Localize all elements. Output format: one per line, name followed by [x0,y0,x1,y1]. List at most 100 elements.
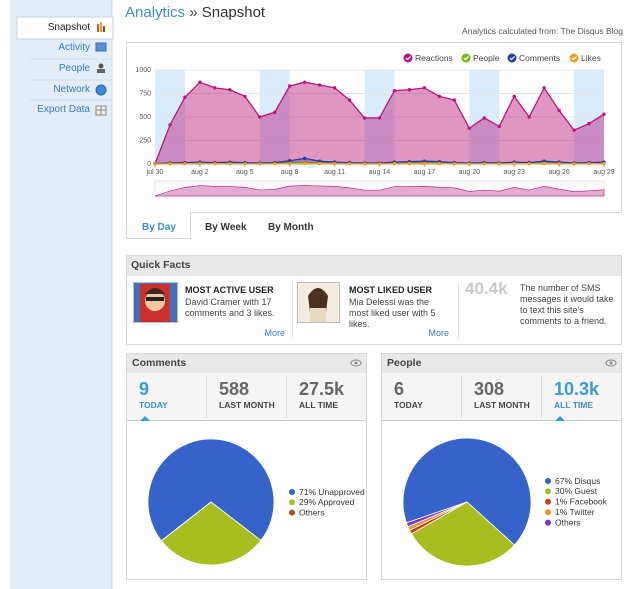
series-point [527,115,531,119]
stat-label[interactable]: LAST MONTH [474,400,530,410]
pie-slice [147,438,275,542]
stat-value: 588 [219,379,250,399]
avatar [133,282,178,323]
source-note: Analytics calculated from: The Disqus Bl… [462,26,623,36]
x-tick-label: jul 30 [146,169,164,176]
series-point [482,116,486,120]
tab[interactable]: By Day [142,222,176,233]
tab[interactable]: By Week [205,222,247,233]
y-tick-label: 0 [147,161,151,168]
series-point [542,161,546,166]
sidebar-icons [95,22,107,116]
stat-label[interactable]: ALL TIME [554,400,594,410]
pie-slice [160,501,262,566]
page-title: Snapshot [201,4,266,21]
nav-item[interactable]: Activity [58,42,90,53]
series-point [422,159,427,163]
series-point [557,162,561,166]
series-point [332,86,337,90]
series-point [347,98,352,102]
fact-heading: MOST LIKED USER [349,285,433,295]
legend-marker [545,519,551,526]
selected-indicator [555,416,565,421]
series-point [362,116,367,120]
series-point [168,162,172,166]
series-point [302,161,307,166]
series-point [602,112,606,116]
x-tick-label: aug 23 [503,169,525,176]
stat-value: 6 [394,379,405,399]
x-tick-label: aug 26 [548,169,570,176]
series-point [452,98,457,102]
more-link[interactable]: More [264,328,285,338]
series-point [213,162,217,166]
x-tick-label: aug 29 [593,169,615,176]
legend-label: 30% Guest [555,486,598,496]
avatar [297,282,340,323]
tab[interactable]: By Month [268,222,314,233]
nav-item[interactable]: People [58,63,90,74]
more-link[interactable]: More [428,328,449,338]
stat-value: 9 [139,379,150,399]
legend-marker [545,488,551,495]
nav-item[interactable]: Network [53,84,90,95]
series-point [467,126,471,130]
series-point [273,110,277,115]
legend-label: Comments [519,53,560,63]
sidebar [10,0,112,589]
series-point [527,162,531,166]
nav-item[interactable]: Export Data [37,104,90,115]
series-point [288,162,292,166]
series-point [183,95,187,99]
series-point [302,80,307,84]
legend-marker [545,478,551,484]
stat-label[interactable]: ALL TIME [299,400,339,410]
legend-marker [545,509,551,516]
legend-label: 71% Unapproved [299,487,365,497]
series-point [198,80,202,84]
series-point [183,162,187,166]
legend-label: Others [299,507,325,517]
legend-label: Reactions [415,53,453,63]
legend-marker [507,53,517,63]
active-item [16,16,114,40]
series-point [228,88,232,92]
legend-marker [289,489,295,495]
series-point [407,88,412,92]
legend-marker [461,53,471,63]
series-point [332,162,337,166]
series-point [587,162,591,166]
breadcrumb: Analytics » Snapshot [125,5,265,21]
stat-label[interactable]: TODAY [139,400,168,410]
series-point [392,162,397,166]
stat-value: 27.5k [299,379,345,399]
sidebar-dividers [30,58,112,101]
fact-stat-text: The number of SMS messages it would take… [520,283,614,326]
legend-label: 1% Facebook [555,497,608,507]
series-point [228,162,232,166]
series-point [497,124,501,129]
stat-label[interactable]: LAST MONTH [219,400,275,410]
legend-label: Likes [581,53,601,63]
x-tick-label: aug 8 [281,169,299,176]
stat-value: 10.3k [554,379,600,399]
series-point [512,94,516,99]
series-area [155,82,604,164]
breadcrumb-link[interactable]: Analytics [125,4,186,21]
y-tick-label: 500 [139,114,151,121]
y-tick-label: 1000 [135,67,151,74]
series-point [302,156,307,161]
nav-item[interactable]: Snapshot [47,22,90,33]
legend-label: 1% Twitter [555,507,595,517]
series-point [258,162,262,166]
active-tab [126,212,191,239]
pie-slice [405,501,468,528]
x-tick-label: aug 5 [236,169,254,176]
series-point [168,123,172,127]
stat-label[interactable]: TODAY [394,400,423,410]
series-point [377,116,382,120]
series-point [243,94,247,99]
series-point [602,162,606,166]
y-tick-label: 750 [139,90,151,97]
series-point [288,159,292,163]
